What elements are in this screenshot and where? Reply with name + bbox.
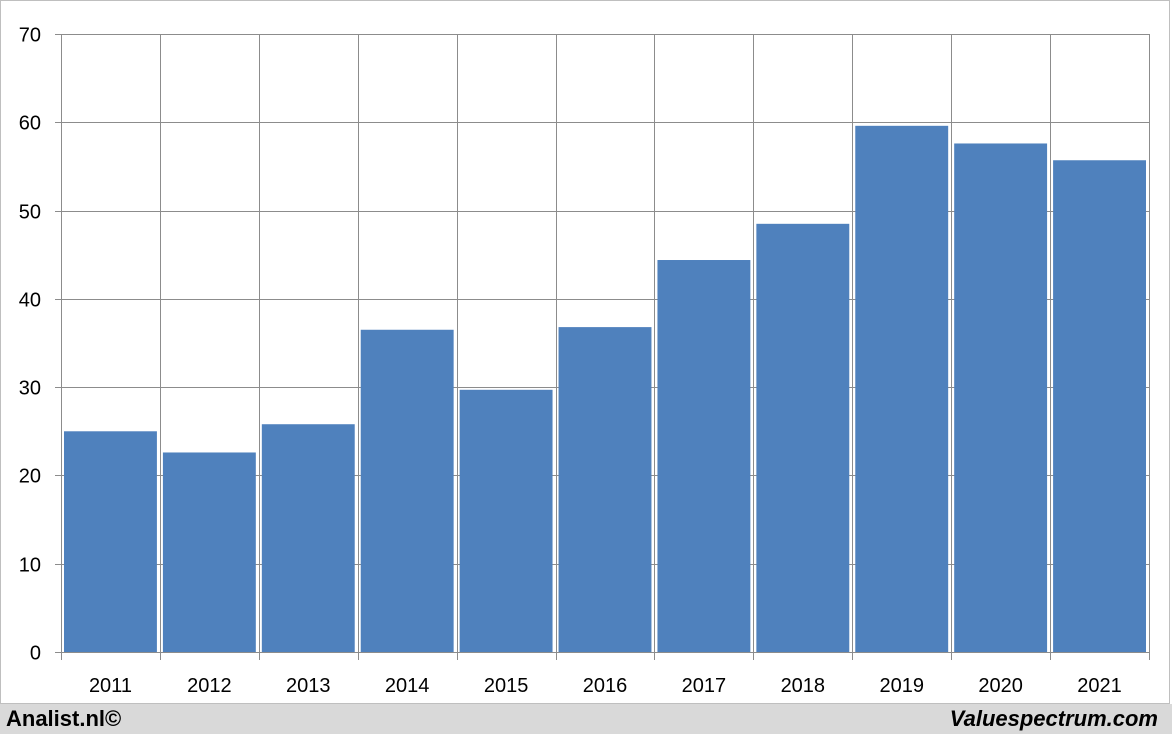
y-tick-label: 70 [19, 25, 41, 47]
x-tick-label: 2016 [583, 675, 628, 697]
x-tick-label: 2015 [484, 675, 529, 697]
bar-2015 [459, 389, 553, 652]
analist-brand: Analist.nl© [6, 706, 122, 731]
bar-2012 [162, 452, 256, 652]
y-tick-label: 30 [19, 378, 41, 400]
x-tick-label: 2017 [682, 675, 727, 697]
x-tick-label: 2020 [978, 675, 1023, 697]
bar-2019 [855, 125, 949, 653]
valuespectrum-brand: Valuespectrum.com [949, 706, 1158, 731]
y-tick-label: 40 [19, 290, 41, 312]
bar-2020 [954, 143, 1048, 652]
y-tick-label: 10 [19, 555, 41, 577]
x-tick-label: 2021 [1077, 675, 1122, 697]
x-tick-label: 2012 [187, 675, 232, 697]
bar-2018 [756, 223, 850, 653]
bars [64, 125, 1146, 653]
bar-2017 [657, 260, 751, 652]
axes [55, 34, 1149, 653]
y-tick-label: 50 [19, 202, 41, 224]
bar-chart: 0 10 20 30 40 50 60 70 2011 2012 2013 2014 2015 2016… [19, 25, 1150, 697]
bar-2011 [64, 431, 157, 652]
y-tick-label: 20 [19, 466, 41, 488]
bar-2013 [261, 424, 355, 652]
x-tick-labels: 2011 2012 2013 2014 2015 2016 2017 2018 2019 2020… [89, 675, 1122, 697]
x-tick-label: 2011 [89, 675, 132, 697]
bar-2021 [1053, 160, 1146, 652]
x-tick-label: 2018 [781, 675, 826, 697]
x-tick-label: 2013 [286, 675, 331, 697]
y-tick-label: 0 [30, 643, 41, 665]
y-tick-label: 60 [19, 113, 41, 135]
x-tick-label: 2019 [879, 675, 924, 697]
y-tick-labels: 0 10 20 30 40 50 60 70 [19, 25, 41, 665]
footer-bar: Analist.nl© Valuespectrum.com [0, 704, 1172, 734]
bar-2014 [360, 329, 454, 652]
x-tick-label: 2014 [385, 675, 430, 697]
bar-2016 [558, 327, 652, 652]
